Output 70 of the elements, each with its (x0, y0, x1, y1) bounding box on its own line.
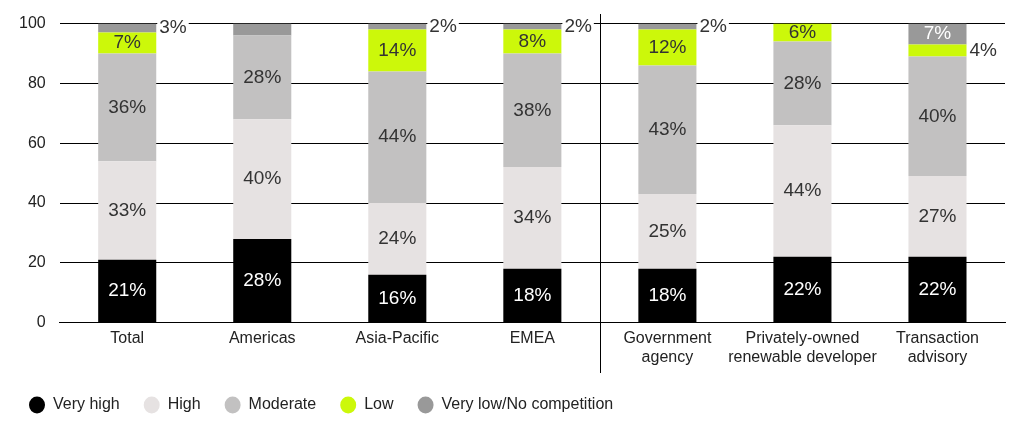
data-label: 38% (513, 98, 552, 120)
bar (908, 56, 967, 177)
bar (773, 41, 832, 126)
bar (638, 65, 697, 195)
data-label: 16% (378, 286, 417, 308)
bar (638, 194, 697, 269)
data-label: 3% (159, 16, 187, 38)
y-tick-label: 0 (36, 313, 46, 331)
data-label: 2% (564, 14, 592, 36)
data-label: 14% (378, 38, 417, 60)
data-label: 22% (918, 277, 957, 299)
data-label: 7% (923, 22, 952, 44)
data-label: 25% (648, 219, 687, 241)
bar (638, 23, 697, 30)
bar (98, 23, 157, 33)
bar (773, 125, 832, 257)
x-tick-label: Privately-owned renewable developer (728, 328, 878, 365)
data-label: 44% (378, 125, 417, 147)
data-label: 34% (513, 206, 552, 228)
data-label: 40% (243, 167, 282, 189)
data-label: 12% (648, 35, 687, 57)
y-tick-label: 60 (27, 133, 46, 151)
legend-label: Very low/No competition (441, 395, 614, 413)
x-tick-label: Asia-Pacific (355, 328, 440, 346)
data-label: 44% (783, 179, 822, 201)
x-tick-label: Americas (228, 328, 296, 346)
bar (503, 23, 562, 30)
data-label: 18% (513, 283, 552, 305)
data-label: 22% (783, 277, 822, 299)
y-tick-label: 80 (27, 73, 46, 91)
bar (503, 53, 562, 168)
bar (233, 35, 292, 120)
bar (98, 53, 157, 162)
data-label: 2% (699, 14, 727, 36)
data-label: 28% (243, 65, 282, 87)
bar (368, 203, 427, 275)
bar (368, 23, 427, 30)
data-label: 21% (108, 279, 147, 301)
data-label: 2% (429, 14, 457, 36)
data-label: 6% (788, 20, 817, 42)
x-tick-label: EMEA (509, 328, 556, 346)
x-tick-label: Total (110, 328, 145, 346)
data-label: 40% (918, 104, 957, 126)
legend-label: High (167, 395, 201, 413)
bar (908, 176, 967, 257)
legend-label: Very high (53, 395, 120, 413)
x-tick-label: Government agency (623, 328, 712, 365)
legend-label: Low (364, 395, 395, 413)
bar (233, 119, 292, 239)
y-tick-label: 40 (27, 193, 46, 211)
data-label: 33% (108, 198, 147, 220)
y-tick-label: 20 (27, 253, 46, 271)
data-label: 36% (108, 95, 147, 117)
bar (98, 161, 157, 260)
data-label: 43% (648, 117, 687, 139)
data-label: 8% (518, 29, 547, 51)
bar (503, 167, 562, 269)
data-label: 28% (243, 268, 282, 290)
bar (368, 71, 427, 203)
data-label: 27% (918, 204, 957, 226)
bar (233, 23, 292, 36)
x-tick-label: Transaction advisory (895, 328, 979, 365)
legend-label: Moderate (248, 395, 317, 413)
data-label: 18% (648, 283, 687, 305)
data-label: 24% (378, 227, 417, 249)
data-label: 4% (969, 38, 998, 60)
y-tick-label: 100 (18, 14, 46, 32)
bar (908, 44, 967, 57)
data-label: 28% (783, 71, 822, 93)
data-label: 7% (113, 31, 142, 53)
